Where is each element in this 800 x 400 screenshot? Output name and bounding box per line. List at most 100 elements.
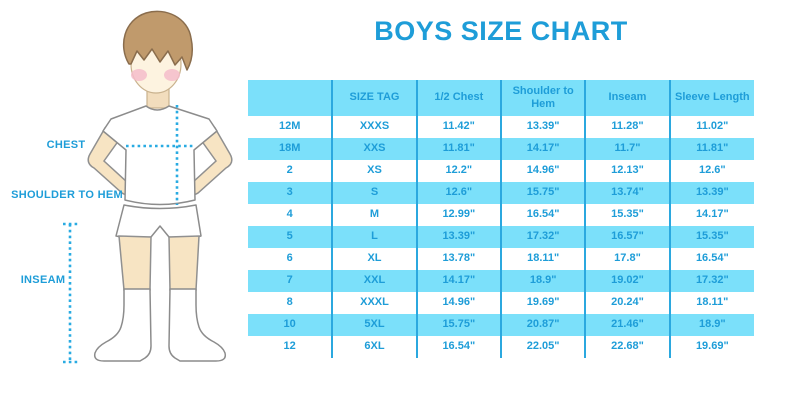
table-cell: L [332, 226, 418, 248]
table-cell: 3 [248, 182, 334, 204]
table-row: 12M XXXS 11.42" 13.39" 11.28" 11.02" [248, 116, 754, 138]
table-cell: 11.02" [696, 120, 729, 133]
table-cell: 12.99" [416, 204, 502, 226]
table-cell: 13.39" [416, 226, 502, 248]
table-cell: 12.6" [699, 164, 726, 177]
table-row: 3 S 12.6" 15.75" 13.74" 13.39" [248, 182, 754, 204]
table-cell: 14.17" [695, 208, 729, 221]
table-cell: 15.35" [585, 204, 671, 226]
table-cell: 6XL [332, 336, 418, 358]
measure-lines [63, 105, 193, 364]
size-table-header: SIZE TAG 1/2 Chest Shoulder to Hem Inseam Sl… [248, 80, 754, 116]
table-cell: 14.17" [416, 270, 502, 292]
column-header-inseam: Inseam [585, 80, 671, 116]
table-cell: 14.17" [500, 138, 587, 160]
table-cell: 11.81" [696, 142, 729, 155]
table-cell: 18.9" [500, 270, 587, 292]
table-row: 18M XXS 11.81" 14.17" 11.7" 11.81" [248, 138, 754, 160]
table-cell: 5XL [332, 314, 418, 336]
table-row: 5 L 13.39" 17.32" 16.57" 15.35" [248, 226, 754, 248]
table-cell: 2 [248, 160, 334, 182]
table-cell: 18.11" [696, 296, 729, 309]
table-cell: 14.96" [416, 292, 502, 314]
table-cell: 18.11" [500, 248, 587, 270]
table-cell: 22.05" [500, 336, 587, 358]
inseam-label: INSEAM [20, 274, 66, 286]
table-cell: 12M [248, 116, 334, 138]
table-cell: 20.24" [585, 292, 671, 314]
column-header-size [248, 80, 334, 116]
table-cell: 12.2" [416, 160, 502, 182]
table-cell: 16.57" [585, 226, 671, 248]
table-cell: 11.81" [416, 138, 502, 160]
table-cell: M [332, 204, 418, 226]
shorts [115, 204, 202, 240]
table-cell: 6 [248, 248, 334, 270]
boy-illustration [63, 10, 233, 364]
table-cell: XXS [332, 138, 418, 160]
table-cell: 22.68" [585, 336, 671, 358]
table-cell: 19.69" [695, 340, 729, 353]
header-row: SIZE TAG 1/2 Chest Shoulder to Hem Inseam Sl… [248, 80, 754, 116]
table-cell: 14.96" [500, 160, 587, 182]
blush-left [131, 69, 147, 81]
table-cell: 10 [248, 314, 334, 336]
table-cell: 15.75" [416, 314, 502, 336]
table-cell: 19.69" [500, 292, 587, 314]
table-cell: 4 [248, 204, 334, 226]
table-cell: 17.8" [585, 248, 671, 270]
table-row: 12 6XL 16.54" 22.05" 22.68" 19.69" [248, 336, 754, 358]
table-cell: 12.13" [585, 160, 671, 182]
table-cell: 21.46" [585, 314, 671, 336]
hair [122, 10, 193, 71]
table-row: 10 5XL 15.75" 20.87" 21.46" 18.9" [248, 314, 754, 336]
page-title: BOYS SIZE CHART [374, 16, 628, 46]
table-row: 4 M 12.99" 16.54" 15.35" 14.17" [248, 204, 754, 226]
table-cell: 13.78" [416, 248, 502, 270]
table-cell: 11.7" [585, 138, 671, 160]
table-row: 2 XS 12.2" 14.96" 12.13" 12.6" [248, 160, 754, 182]
blush-right [164, 69, 180, 81]
table-cell: XXL [332, 270, 418, 292]
table-cell: XXXS [332, 116, 418, 138]
column-header-sleeve-length: Sleeve Length [675, 91, 750, 104]
table-cell: XS [332, 160, 418, 182]
table-cell: 17.32" [695, 274, 729, 287]
column-header-shoulder-to-hem: Shoulder to Hem [500, 80, 587, 116]
table-cell: 12.6" [416, 182, 502, 204]
table-row: 7 XXL 14.17" 18.9" 19.02" 17.32" [248, 270, 754, 292]
table-cell: XL [332, 248, 418, 270]
table-cell: 15.35" [695, 230, 729, 243]
table-cell: 11.42" [416, 116, 502, 138]
table-cell: 20.87" [500, 314, 587, 336]
table-cell: 18M [248, 138, 334, 160]
table-cell: 15.75" [500, 182, 587, 204]
table-cell: 16.54" [416, 336, 502, 358]
size-table-body: 12M XXXS 11.42" 13.39" 11.28" 11.02" 18M XXS 11.… [248, 116, 754, 358]
table-cell: 13.39" [695, 186, 729, 199]
table-cell: 19.02" [585, 270, 671, 292]
table-cell: 17.32" [500, 226, 587, 248]
table-row: 8 XXXL 14.96" 19.69" 20.24" 18.11" [248, 292, 754, 314]
table-cell: S [332, 182, 418, 204]
table-cell: 13.39" [500, 116, 587, 138]
chest-label: CHEST [46, 139, 86, 151]
table-cell: 8 [248, 292, 334, 314]
table-cell: 16.54" [500, 204, 587, 226]
table-row: 6 XL 13.78" 18.11" 17.8" 16.54" [248, 248, 754, 270]
table-cell: 12 [248, 336, 334, 358]
size-table: SIZE TAG 1/2 Chest Shoulder to Hem Inseam Sl… [248, 80, 754, 358]
legs [118, 235, 200, 291]
table-cell: 13.74" [585, 182, 671, 204]
column-header-1-2-chest: 1/2 Chest [416, 80, 502, 116]
shoulder-to-hem-label: SHOULDER TO HEM [11, 189, 123, 201]
socks [93, 288, 227, 362]
table-cell: 18.9" [699, 318, 726, 331]
column-header-size-tag: SIZE TAG [332, 80, 418, 116]
table-cell: 16.54" [695, 252, 729, 265]
table-cell: XXXL [332, 292, 418, 314]
table-cell: 7 [248, 270, 334, 292]
table-cell: 11.28" [585, 116, 671, 138]
t-shirt [102, 105, 218, 206]
